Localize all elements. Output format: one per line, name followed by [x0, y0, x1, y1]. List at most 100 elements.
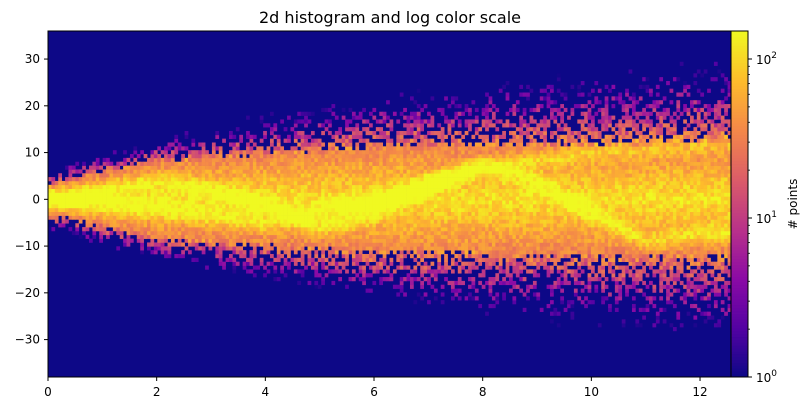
heatmap-cell: [307, 119, 312, 124]
heatmap-cell: [396, 119, 401, 124]
heatmap-cell: [174, 134, 179, 139]
heatmap-cell: [526, 257, 530, 263]
heatmap-cell: [409, 246, 414, 251]
heatmap-cell: [570, 196, 575, 201]
heatmap-cell: [263, 234, 267, 239]
heatmap-cell: [423, 177, 428, 182]
heatmap-cell: [365, 154, 370, 159]
heatmap-cell: [116, 223, 121, 228]
heatmap-cell: [478, 215, 483, 220]
heatmap-cell: [567, 173, 571, 178]
heatmap-cell: [375, 238, 380, 243]
heatmap-cell: [474, 150, 479, 155]
heatmap-cell: [433, 200, 438, 205]
heatmap-cell: [222, 207, 226, 213]
heatmap-cell: [324, 161, 329, 166]
heatmap-cell: [314, 207, 319, 213]
heatmap-cell: [567, 169, 571, 174]
heatmap-cell: [112, 211, 117, 216]
heatmap-cell: [536, 234, 541, 239]
heatmap-cell: [314, 223, 319, 228]
heatmap-cell: [485, 311, 489, 316]
heatmap-cell: [427, 123, 431, 128]
heatmap-cell: [471, 169, 476, 174]
heatmap-cell: [143, 211, 148, 216]
heatmap-cell: [123, 161, 127, 166]
heatmap-cell: [440, 292, 445, 297]
heatmap-cell: [522, 227, 527, 232]
heatmap-cell: [174, 223, 179, 228]
heatmap-cell: [184, 192, 189, 197]
heatmap-cell: [509, 165, 513, 170]
heatmap-cell: [539, 134, 544, 139]
heatmap-cell: [440, 165, 445, 170]
heatmap-cell: [143, 227, 148, 232]
heatmap-cell: [191, 154, 196, 159]
heatmap-cell: [550, 150, 554, 155]
heatmap-cell: [532, 204, 537, 209]
heatmap-cell: [556, 223, 561, 228]
heatmap-cell: [447, 223, 452, 228]
heatmap-cell: [280, 173, 284, 178]
heatmap-cell: [249, 227, 254, 232]
heatmap-cell: [208, 223, 213, 228]
heatmap-cell: [150, 230, 155, 236]
heatmap-cell: [85, 177, 90, 182]
heatmap-cell: [345, 234, 349, 239]
heatmap-cell: [488, 142, 493, 147]
heatmap-cell: [447, 119, 452, 124]
heatmap-cell: [365, 257, 370, 263]
heatmap-cell: [461, 184, 465, 189]
heatmap-cell: [440, 173, 445, 178]
heatmap-cell: [372, 107, 377, 113]
heatmap-cell: [365, 253, 370, 259]
heatmap-cell: [464, 200, 469, 205]
heatmap-cell: [365, 242, 370, 247]
heatmap-cell: [365, 204, 370, 209]
heatmap-cell: [99, 192, 103, 197]
heatmap-cell: [355, 127, 360, 132]
heatmap-cell: [573, 230, 578, 236]
heatmap-cell: [338, 130, 343, 136]
heatmap-cell: [454, 204, 459, 209]
heatmap-cell: [259, 173, 264, 178]
heatmap-cell: [515, 273, 520, 278]
heatmap-cell: [365, 230, 370, 236]
heatmap-cell: [136, 207, 141, 213]
heatmap-cell: [515, 107, 520, 113]
heatmap-cell: [153, 250, 158, 255]
heatmap-cell: [99, 211, 103, 216]
heatmap-cell: [136, 196, 141, 201]
heatmap-cell: [54, 215, 59, 220]
heatmap-cell: [471, 242, 476, 247]
heatmap-cell: [365, 169, 370, 174]
heatmap-cell: [379, 280, 384, 286]
heatmap-cell: [365, 219, 370, 224]
heatmap-cell: [164, 196, 168, 201]
heatmap-cell: [406, 161, 411, 166]
heatmap-cell: [174, 177, 179, 182]
heatmap-cell: [502, 134, 506, 139]
heatmap-cell: [304, 180, 308, 186]
heatmap-cell: [167, 169, 172, 174]
heatmap-cell: [201, 177, 206, 182]
heatmap-cell: [386, 184, 390, 189]
heatmap-cell: [556, 257, 561, 263]
heatmap-cell: [310, 207, 315, 213]
heatmap-cell: [123, 238, 127, 243]
heatmap-cell: [211, 180, 216, 186]
heatmap-cell: [409, 188, 414, 193]
heatmap-cell: [317, 207, 322, 213]
heatmap-cell: [409, 238, 414, 243]
heatmap-cell: [338, 207, 343, 213]
heatmap-cell: [297, 173, 302, 178]
heatmap-cell: [328, 227, 332, 232]
heatmap-cell: [191, 238, 196, 243]
heatmap-cell: [430, 253, 435, 259]
heatmap-cell: [379, 230, 384, 236]
heatmap-cell: [259, 230, 264, 236]
heatmap-cell: [440, 107, 445, 113]
heatmap-cell: [54, 219, 59, 224]
heatmap-cell: [403, 230, 407, 236]
heatmap-cell: [389, 123, 394, 128]
